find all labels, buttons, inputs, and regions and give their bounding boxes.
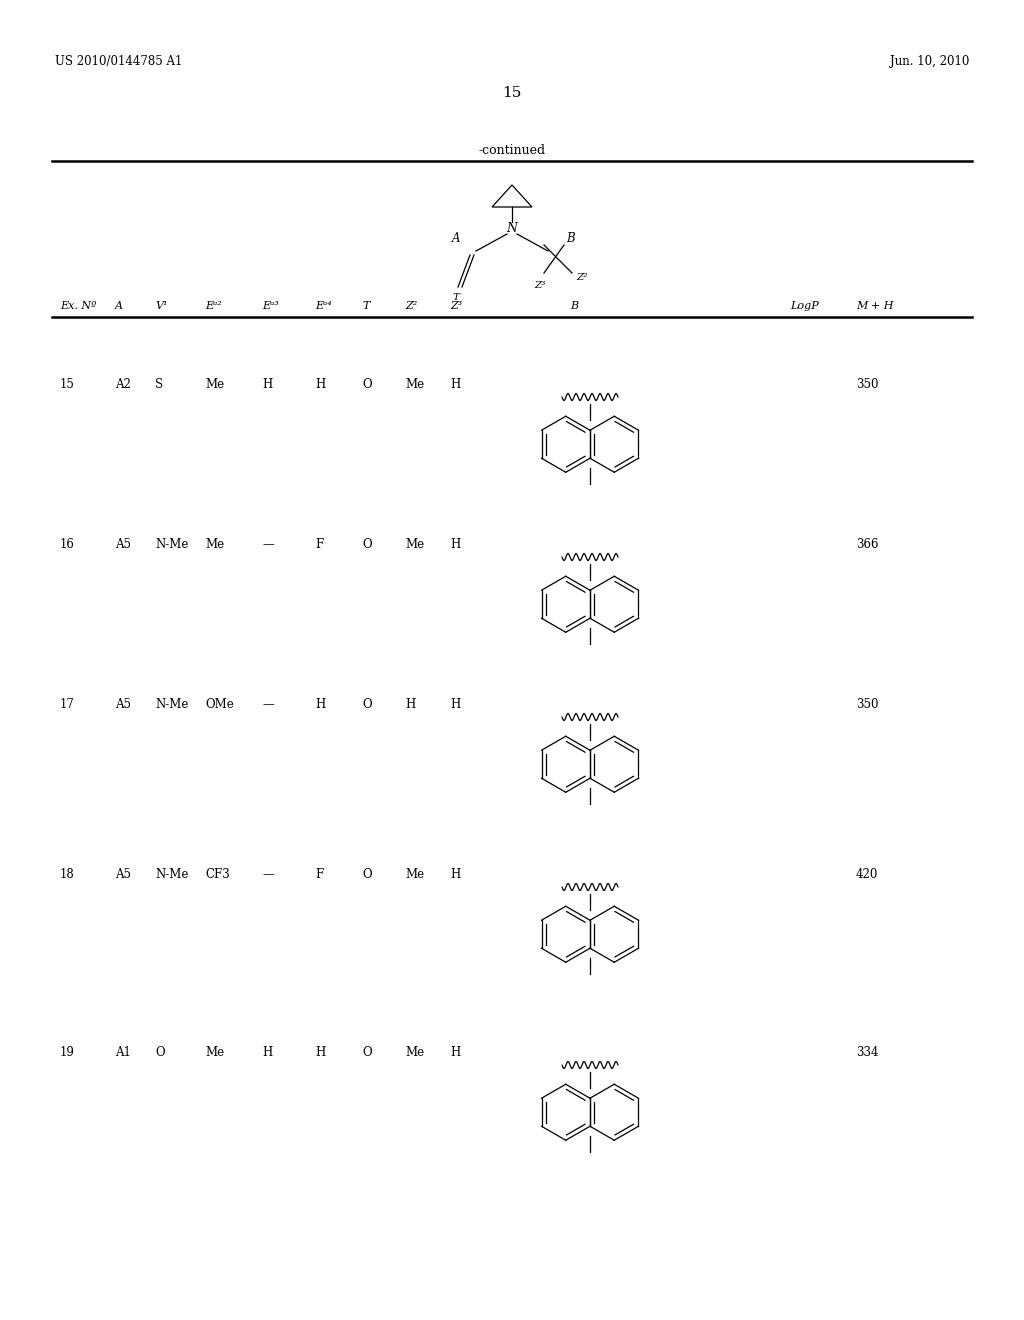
Text: H: H — [315, 379, 326, 392]
Text: Me: Me — [406, 379, 424, 392]
Text: Eᵃ³: Eᵃ³ — [262, 301, 279, 312]
Text: Z³: Z³ — [450, 301, 462, 312]
Text: 18: 18 — [60, 869, 75, 882]
Text: A5: A5 — [115, 869, 131, 882]
Text: H: H — [450, 869, 460, 882]
Text: 15: 15 — [503, 86, 521, 100]
Text: 350: 350 — [856, 698, 879, 711]
Text: Me: Me — [205, 539, 224, 552]
Text: —: — — [262, 539, 273, 552]
Text: F: F — [315, 869, 324, 882]
Text: H: H — [450, 698, 460, 711]
Text: Me: Me — [205, 1047, 224, 1060]
Text: LogP: LogP — [790, 301, 819, 312]
Text: O: O — [362, 869, 372, 882]
Text: Me: Me — [205, 379, 224, 392]
Text: H: H — [262, 1047, 272, 1060]
Text: N-Me: N-Me — [155, 698, 188, 711]
Text: 420: 420 — [856, 869, 879, 882]
Text: N-Me: N-Me — [155, 869, 188, 882]
Text: F: F — [315, 539, 324, 552]
Text: B: B — [565, 232, 574, 246]
Text: O: O — [362, 379, 372, 392]
Text: Z³: Z³ — [535, 281, 546, 290]
Text: N: N — [507, 223, 517, 235]
Text: O: O — [362, 539, 372, 552]
Text: Eᵃ⁴: Eᵃ⁴ — [315, 301, 332, 312]
Text: O: O — [362, 698, 372, 711]
Text: H: H — [406, 698, 416, 711]
Text: N-Me: N-Me — [155, 539, 188, 552]
Text: 17: 17 — [60, 698, 75, 711]
Text: M + H: M + H — [856, 301, 894, 312]
Text: H: H — [450, 1047, 460, 1060]
Text: 350: 350 — [856, 379, 879, 392]
Text: A5: A5 — [115, 698, 131, 711]
Text: Z²: Z² — [575, 272, 588, 281]
Text: Jun. 10, 2010: Jun. 10, 2010 — [890, 55, 969, 69]
Text: Me: Me — [406, 539, 424, 552]
Text: —: — — [262, 869, 273, 882]
Text: OMe: OMe — [205, 698, 233, 711]
Text: 334: 334 — [856, 1047, 879, 1060]
Text: 366: 366 — [856, 539, 879, 552]
Text: S: S — [155, 379, 163, 392]
Text: H: H — [450, 379, 460, 392]
Text: US 2010/0144785 A1: US 2010/0144785 A1 — [55, 55, 182, 69]
Text: —: — — [262, 698, 273, 711]
Text: 15: 15 — [60, 379, 75, 392]
Text: H: H — [262, 379, 272, 392]
Text: 16: 16 — [60, 539, 75, 552]
Text: T: T — [453, 293, 460, 301]
Text: Eᵃ²: Eᵃ² — [205, 301, 222, 312]
Text: H: H — [315, 1047, 326, 1060]
Text: CF3: CF3 — [205, 869, 229, 882]
Text: 19: 19 — [60, 1047, 75, 1060]
Text: Me: Me — [406, 1047, 424, 1060]
Text: A1: A1 — [115, 1047, 131, 1060]
Text: Ex. Nº: Ex. Nº — [60, 301, 96, 312]
Text: Me: Me — [406, 869, 424, 882]
Text: Z²: Z² — [406, 301, 417, 312]
Text: -continued: -continued — [478, 144, 546, 157]
Text: O: O — [155, 1047, 165, 1060]
Text: V¹: V¹ — [155, 301, 168, 312]
Text: A: A — [115, 301, 123, 312]
Text: H: H — [450, 539, 460, 552]
Text: T: T — [362, 301, 370, 312]
Text: B: B — [570, 301, 579, 312]
Text: H: H — [315, 698, 326, 711]
Text: A5: A5 — [115, 539, 131, 552]
Text: A2: A2 — [115, 379, 131, 392]
Text: O: O — [362, 1047, 372, 1060]
Text: A: A — [452, 232, 460, 246]
